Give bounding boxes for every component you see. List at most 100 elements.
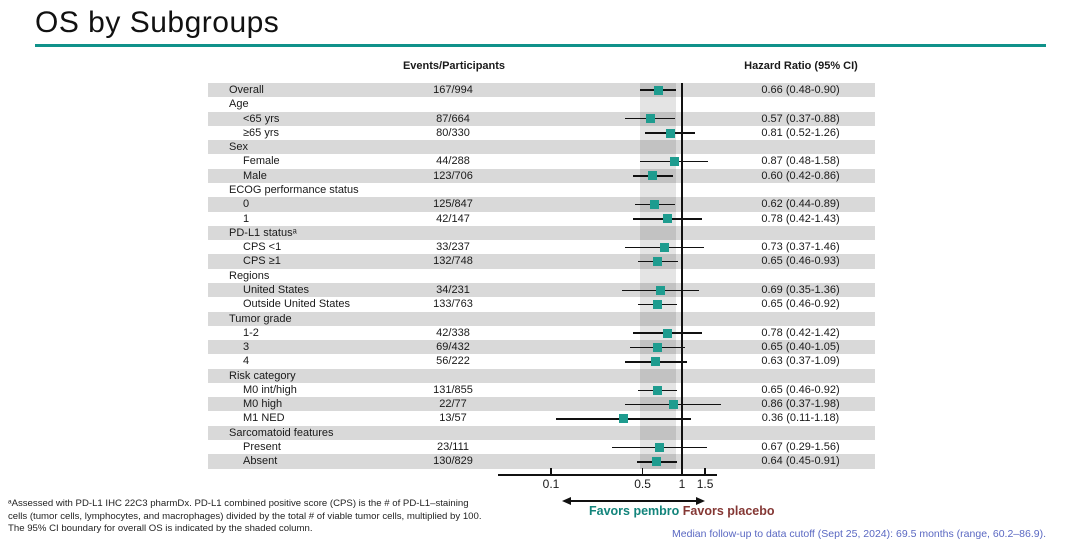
events-participants-value: 44/288 — [436, 155, 470, 168]
subgroup-label: 1-2 — [243, 326, 259, 339]
x-axis-tick — [681, 468, 683, 474]
events-participants-value: 133/763 — [433, 298, 473, 311]
table-row: ≥65 yrs 80/330 0.81 (0.52-1.26) — [208, 126, 875, 140]
events-participants-value: 56/222 — [436, 355, 470, 368]
table-row: Outside United States 133/763 0.65 (0.46-0… — [208, 297, 875, 311]
x-axis-line — [498, 474, 717, 476]
x-axis-tick-label: 1.5 — [696, 477, 714, 491]
subgroup-label: <65 yrs — [243, 112, 280, 125]
table-row: <65 yrs 87/664 0.57 (0.37-0.88) — [208, 111, 875, 126]
x-axis-tick — [641, 468, 644, 474]
x-axis-tick-label: 0.5 — [634, 477, 651, 491]
events-participants-value: 167/994 — [433, 84, 473, 96]
table-row: M0 high 22/77 0.86 (0.37-1.98) — [208, 397, 875, 412]
subgroup-label: 4 — [243, 355, 250, 368]
hazard-ratio-value: 0.69 (0.35-1.36) — [761, 283, 840, 296]
table-row: 1-2 42/338 0.78 (0.42-1.42) — [208, 326, 875, 340]
subgroup-label: Outside United States — [243, 298, 351, 311]
subgroup-label: M0 high — [243, 398, 283, 411]
table-row: PD-L1 statusᵃ — [208, 225, 875, 241]
hazard-ratio-value: 0.65 (0.46-0.92) — [761, 298, 840, 311]
x-axis-tick — [704, 468, 706, 474]
footnote-line: ᵃAssessed with PD-L1 IHC 22C3 pharmDx. P… — [8, 498, 469, 509]
events-participants-value: 80/330 — [436, 126, 470, 139]
hazard-ratio-value: 0.60 (0.42-0.86) — [761, 169, 840, 182]
subgroup-label: Female — [243, 155, 280, 168]
subgroup-label: Present — [243, 441, 281, 454]
page-title: OS by Subgroups — [35, 6, 280, 39]
table-row: 4 56/222 0.63 (0.37-1.09) — [208, 354, 875, 368]
subgroup-label: Tumor grade — [229, 312, 292, 325]
subgroup-label: M1 NED — [243, 412, 285, 425]
subgroup-label: Sex — [229, 141, 248, 154]
hazard-ratio-value: 0.65 (0.46-0.92) — [761, 383, 840, 396]
events-column-header: Events/Participants — [402, 60, 506, 72]
hazard-ratio-value: 0.81 (0.52-1.26) — [761, 126, 840, 139]
table-row: M1 NED 13/57 0.36 (0.11-1.18) — [208, 411, 875, 425]
events-participants-value: 125/847 — [433, 198, 473, 211]
x-axis-tick-label: 1 — [678, 477, 686, 491]
subgroup-label: 0 — [243, 198, 250, 211]
table-row: Sarcomatoid features — [208, 425, 875, 441]
x-axis-tick — [550, 468, 552, 474]
hazard-ratio-value: 0.65 (0.40-1.05) — [761, 341, 840, 354]
arrow-left-icon — [562, 496, 571, 505]
arrow-right-icon — [696, 496, 705, 505]
table-row: Present 23/111 0.67 (0.29-1.56) — [208, 440, 875, 454]
favors-placebo-label: Favors placebo — [682, 504, 775, 518]
table-row: Age — [208, 97, 875, 111]
hazard-ratio-value: 0.86 (0.37-1.98) — [761, 398, 840, 411]
events-participants-value: 33/237 — [436, 241, 470, 254]
table-row: M0 int/high 131/855 0.65 (0.46-0.92) — [208, 383, 875, 397]
subgroup-label: 3 — [243, 341, 250, 354]
hazard-ratio-value: 0.73 (0.37-1.46) — [761, 241, 840, 254]
table-row: 3 69/432 0.65 (0.40-1.05) — [208, 340, 875, 355]
subgroup-label: Overall — [229, 84, 264, 96]
subgroup-label: CPS ≥1 — [243, 255, 281, 268]
subgroup-label: Age — [229, 98, 249, 111]
hazard-ratio-value: 0.64 (0.45-0.91) — [761, 455, 840, 468]
subgroup-label: M0 int/high — [243, 383, 297, 396]
table-row: Male 123/706 0.60 (0.42-0.86) — [208, 168, 875, 183]
events-participants-value: 130/829 — [433, 455, 473, 468]
table-row: CPS <1 33/237 0.73 (0.37-1.46) — [208, 240, 875, 254]
hazard-ratio-value: 0.78 (0.42-1.42) — [761, 326, 840, 339]
table-row: Absent 130/829 0.64 (0.45-0.91) — [208, 454, 875, 469]
table-row: 0 125/847 0.62 (0.44-0.89) — [208, 197, 875, 212]
footnote-line: The 95% CI boundary for overall OS is in… — [8, 523, 313, 535]
events-participants-value: 42/338 — [436, 326, 470, 339]
subgroup-label: Regions — [229, 269, 270, 282]
table-row: Female 44/288 0.87 (0.48-1.58) — [208, 154, 875, 168]
table-row: ECOG performance status — [208, 183, 875, 197]
table-row: Regions — [208, 269, 875, 283]
events-participants-value: 22/77 — [439, 398, 467, 411]
table-row: 1 42/147 0.78 (0.42-1.43) — [208, 212, 875, 226]
subgroup-label: Male — [243, 169, 267, 182]
events-participants-value: 23/111 — [436, 441, 469, 454]
table-row: Risk category — [208, 368, 875, 383]
subgroup-table: Overall 167/994 0.66 (0.48-0.90) Age <65 yrs… — [208, 83, 875, 469]
events-participants-value: 123/706 — [433, 169, 473, 182]
table-row: Overall 167/994 0.66 (0.48-0.90) — [208, 83, 875, 98]
title-divider — [35, 44, 1046, 47]
subgroup-label: PD-L1 statusᵃ — [229, 226, 297, 239]
events-participants-value: 87/664 — [436, 112, 470, 125]
x-axis-tick-label: 0.1 — [542, 477, 560, 491]
hazard-ratio-column-header: Hazard Ratio (95% CI) — [744, 60, 858, 72]
footnote-line: cells (tumor cells, lymphocytes, and mac… — [8, 510, 482, 522]
hazard-ratio-value: 0.36 (0.11-1.18) — [761, 412, 840, 425]
table-row: United States 34/231 0.69 (0.35-1.36) — [208, 282, 875, 298]
hazard-ratio-value: 0.63 (0.37-1.09) — [761, 355, 840, 368]
subgroup-label: Sarcomatoid features — [229, 426, 334, 439]
events-participants-value: 42/147 — [436, 212, 470, 225]
hazard-ratio-value: 0.62 (0.44-0.89) — [761, 198, 840, 211]
table-row: Tumor grade — [208, 311, 875, 326]
subgroup-label: United States — [243, 283, 310, 296]
hazard-ratio-value: 0.66 (0.48-0.90) — [761, 84, 840, 96]
subgroup-label: ≥65 yrs — [243, 126, 279, 139]
table-row: Sex — [208, 140, 875, 155]
events-participants-value: 69/432 — [436, 341, 470, 354]
hazard-ratio-value: 0.78 (0.42-1.43) — [761, 212, 840, 225]
subgroup-label: Absent — [243, 455, 278, 468]
